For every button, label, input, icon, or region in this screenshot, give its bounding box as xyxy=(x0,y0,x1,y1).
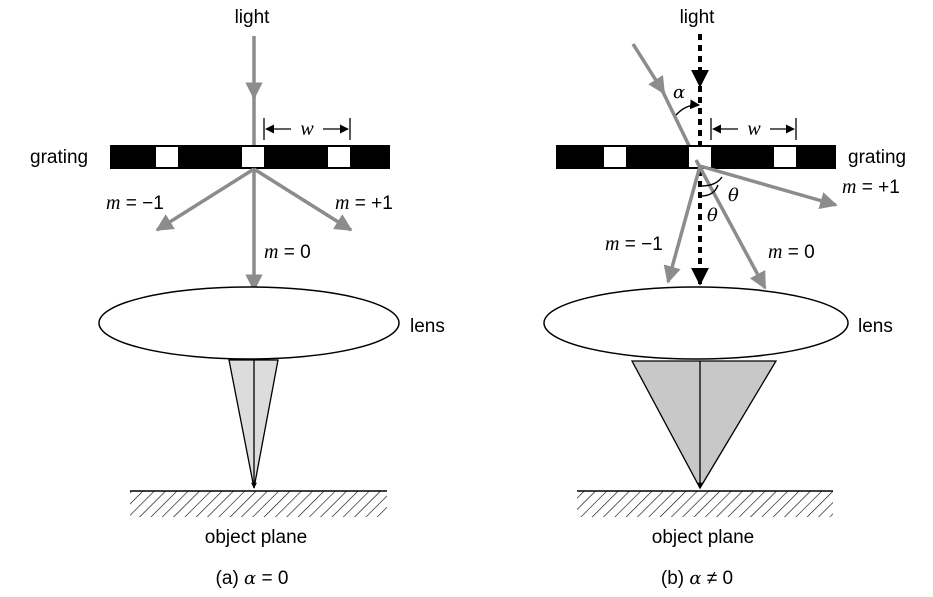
theta-label-upper: θ xyxy=(728,185,739,206)
object-plane-hatch xyxy=(577,491,833,517)
theta-angle-arc-lower xyxy=(700,184,719,197)
grating-period-marker xyxy=(710,118,797,140)
caption-b: (b) α ≠ 0 xyxy=(661,568,733,589)
theta-label-lower: θ xyxy=(707,205,718,226)
order-minus1-label: m = −1 xyxy=(605,233,663,255)
grating-label: grating xyxy=(30,147,88,168)
lens xyxy=(98,286,400,360)
lens-label: lens xyxy=(410,316,445,337)
object-plane-label: object plane xyxy=(652,527,754,548)
order-plus1-ray xyxy=(699,164,838,210)
grating xyxy=(110,145,390,169)
order-plus1-label: m = +1 xyxy=(842,176,900,198)
alpha-angle-arc xyxy=(675,99,700,116)
object-plane-label: object plane xyxy=(205,527,307,548)
order-zero-label: m = 0 xyxy=(264,241,311,263)
light-label: light xyxy=(235,7,271,28)
order-minus1-ray xyxy=(663,165,702,284)
period-symbol: w xyxy=(747,118,761,140)
incident-tilted-ray xyxy=(631,43,666,95)
order-zero-ray xyxy=(694,159,767,290)
grating-period-marker xyxy=(263,118,351,140)
lens xyxy=(543,286,849,360)
grating xyxy=(556,145,836,169)
order-minus1-label: m = −1 xyxy=(106,192,164,214)
focus-cone xyxy=(630,360,778,490)
object-plane-hatch xyxy=(130,491,387,517)
order-minus1-ray xyxy=(155,167,255,232)
light-label: light xyxy=(680,7,716,28)
order-plus1-ray xyxy=(253,167,353,232)
caption-a: (a) α = 0 xyxy=(216,568,289,589)
panel-a: light grating w m = −1 m = +1 m = 0 lens xyxy=(30,7,445,589)
alpha-label: α xyxy=(673,82,685,103)
order-plus1-label: m = +1 xyxy=(335,192,393,214)
period-symbol: w xyxy=(300,118,314,140)
theta-angle-arc-upper xyxy=(700,176,723,187)
order-zero-label: m = 0 xyxy=(768,241,815,263)
panel-b: light α grating w xyxy=(543,7,906,589)
lens-label: lens xyxy=(858,316,893,337)
grating-label: grating xyxy=(848,147,906,168)
